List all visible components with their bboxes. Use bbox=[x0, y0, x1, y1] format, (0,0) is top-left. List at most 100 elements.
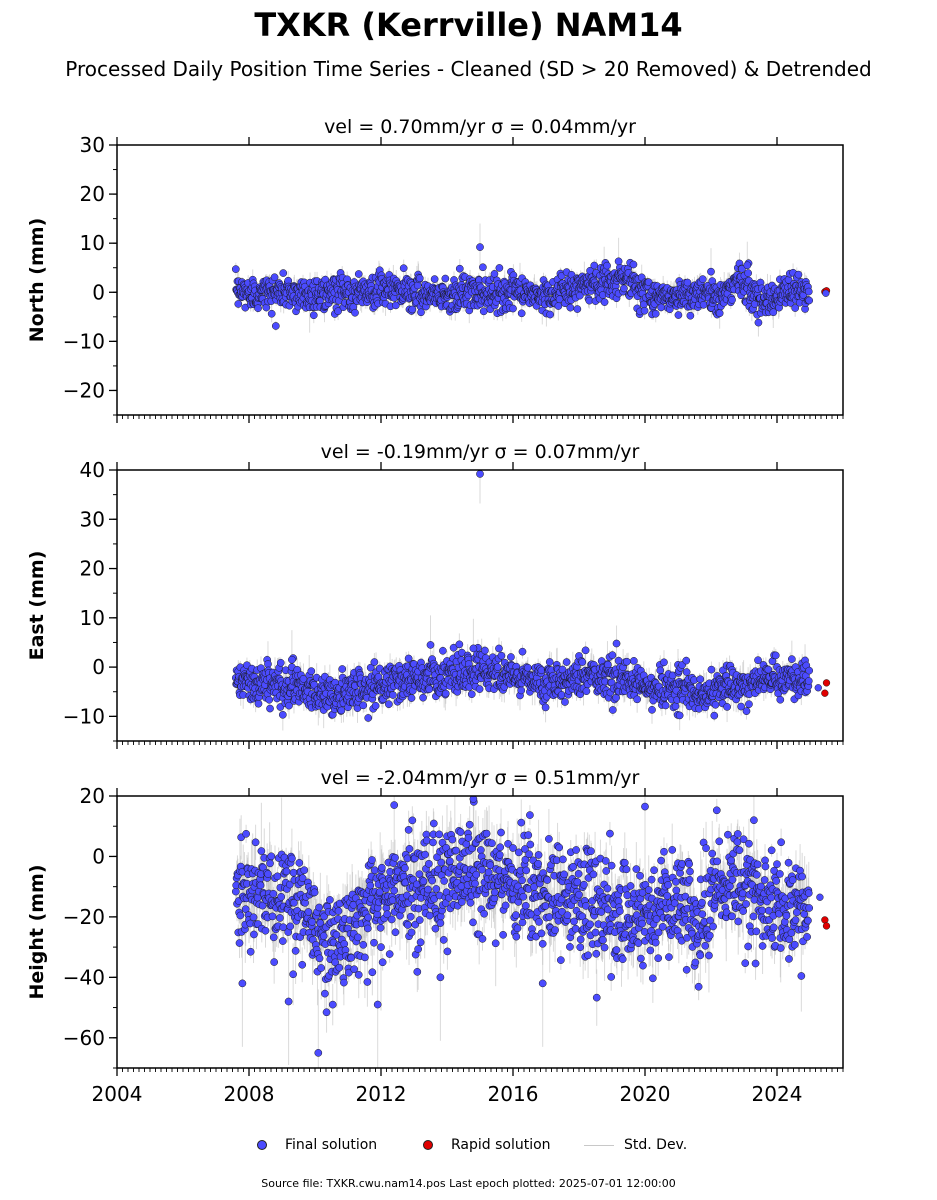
final-solution-point bbox=[231, 265, 240, 273]
final-solution-point bbox=[455, 640, 464, 649]
final-solution-point bbox=[354, 270, 363, 278]
final-solution-point bbox=[254, 304, 262, 313]
final-solution-point bbox=[479, 307, 488, 316]
final-solution-point bbox=[699, 300, 708, 309]
plot-area bbox=[231, 470, 831, 731]
final-solution-point bbox=[234, 300, 243, 308]
final-solution-point bbox=[337, 706, 346, 715]
final-solution-point bbox=[686, 311, 695, 320]
final-solution-point bbox=[307, 667, 316, 676]
panel-title: vel = 0.70mm/yr σ = 0.04mm/yr bbox=[324, 116, 636, 138]
final-solution-point bbox=[285, 701, 293, 710]
final-solution-point bbox=[707, 267, 715, 276]
final-solution-point bbox=[404, 654, 413, 663]
final-solution-point bbox=[743, 261, 752, 270]
final-solution-point bbox=[738, 264, 746, 273]
final-solution-point bbox=[603, 261, 611, 270]
final-solution-point bbox=[366, 663, 375, 672]
final-solution-point bbox=[554, 302, 563, 310]
final-solution-point bbox=[791, 304, 800, 312]
final-solution-point bbox=[479, 263, 487, 272]
final-solution-point bbox=[573, 305, 582, 313]
final-solution-point bbox=[265, 695, 274, 704]
final-solution-point bbox=[351, 308, 359, 317]
y-tick-label: 0 bbox=[92, 280, 105, 304]
final-solution-point bbox=[389, 691, 397, 699]
final-solution-point bbox=[566, 303, 575, 312]
final-solution-point bbox=[399, 264, 408, 273]
final-solution-point bbox=[278, 710, 287, 719]
final-solution-point bbox=[430, 275, 439, 283]
final-solution-point bbox=[338, 665, 347, 673]
y-axis-label: East (mm) bbox=[26, 551, 48, 661]
y-tick-label: 20 bbox=[80, 182, 105, 206]
final-solution-point bbox=[299, 675, 308, 683]
final-solution-point bbox=[254, 699, 263, 708]
final-solution-point bbox=[546, 310, 554, 319]
final-solution-point bbox=[794, 270, 803, 279]
panel-title: vel = -0.19mm/yr σ = 0.07mm/yr bbox=[321, 441, 640, 463]
final-solution-point bbox=[715, 309, 724, 318]
final-solution-point bbox=[271, 322, 280, 330]
final-solution-point bbox=[309, 311, 318, 320]
final-solution-point bbox=[359, 701, 368, 710]
y-tick-label: −20 bbox=[63, 378, 105, 402]
final-solution-point bbox=[415, 274, 424, 283]
final-solution-point bbox=[490, 270, 499, 278]
rapid-solution-points bbox=[821, 287, 831, 297]
final-solution-points bbox=[231, 470, 814, 722]
final-solution-point bbox=[769, 308, 778, 317]
final-solution-point bbox=[276, 658, 285, 667]
final-solution-point bbox=[419, 693, 427, 702]
subtitle: Processed Daily Position Time Series - C… bbox=[65, 57, 872, 81]
final-solution-point bbox=[728, 295, 736, 304]
final-solution-point bbox=[620, 284, 628, 293]
final-solution-point bbox=[392, 301, 400, 310]
final-solution-point bbox=[370, 658, 379, 666]
final-solution-point bbox=[441, 689, 450, 698]
final-solution-point bbox=[674, 311, 683, 319]
final-solution-point bbox=[509, 304, 517, 313]
final-solution-point bbox=[640, 306, 649, 315]
final-solution-point bbox=[517, 309, 526, 318]
final-solution-point bbox=[425, 685, 434, 694]
final-solution-point bbox=[475, 685, 484, 693]
y-tick-label: −10 bbox=[63, 329, 105, 353]
final-solution-point bbox=[417, 308, 425, 317]
final-solution-point bbox=[657, 303, 665, 312]
final-solution-point bbox=[476, 243, 484, 251]
final-solution-point bbox=[407, 694, 416, 702]
final-solution-point bbox=[698, 275, 707, 283]
rapid-solution-point bbox=[822, 289, 830, 297]
final-solution-points bbox=[231, 243, 814, 330]
final-solution-point bbox=[744, 269, 752, 277]
final-solution-point bbox=[804, 287, 813, 296]
final-solution-point bbox=[384, 700, 393, 709]
final-solution-point bbox=[371, 701, 380, 710]
final-solution-point bbox=[495, 264, 504, 272]
final-solution-point bbox=[334, 307, 342, 316]
final-solution-point bbox=[408, 305, 417, 314]
final-solution-point bbox=[805, 296, 814, 305]
plot-area bbox=[231, 223, 831, 337]
final-solution-point bbox=[279, 269, 288, 277]
final-solution-point bbox=[270, 273, 279, 282]
final-solution-point bbox=[614, 257, 623, 266]
final-solution-point bbox=[467, 690, 476, 699]
final-solution-point bbox=[267, 309, 276, 318]
final-solution-point bbox=[439, 646, 447, 655]
final-solution-point bbox=[266, 704, 274, 713]
y-tick-label: 30 bbox=[80, 133, 105, 157]
final-solution-point bbox=[449, 643, 458, 652]
final-solution-point bbox=[481, 646, 489, 655]
final-solution-point bbox=[455, 264, 464, 273]
y-tick-label: 10 bbox=[80, 231, 105, 255]
final-solution-point bbox=[754, 318, 763, 327]
final-solution-point bbox=[629, 260, 638, 269]
final-solution-point bbox=[651, 309, 660, 318]
main-title: TXKR (Kerrville) NAM14 bbox=[254, 6, 683, 44]
final-solution-point bbox=[364, 714, 373, 722]
